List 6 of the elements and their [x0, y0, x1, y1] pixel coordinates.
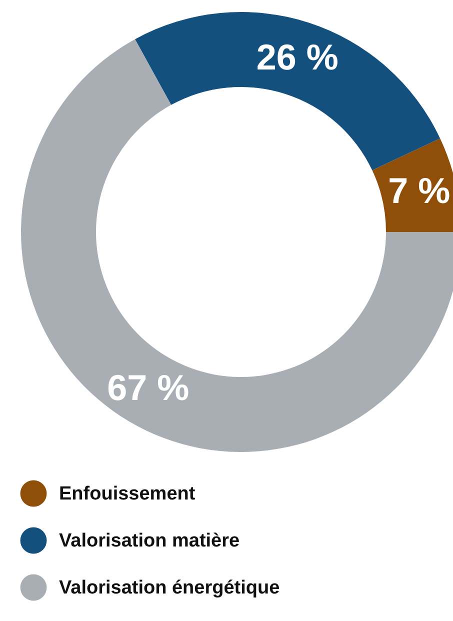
data-label: 7 %: [388, 170, 450, 212]
legend-label: Valorisation énergétique: [59, 578, 280, 598]
legend-label: Enfouissement: [59, 484, 196, 504]
legend-label: Valorisation matière: [59, 530, 240, 552]
data-label: 67 %: [107, 367, 190, 408]
data-label: 26 %: [256, 36, 338, 78]
